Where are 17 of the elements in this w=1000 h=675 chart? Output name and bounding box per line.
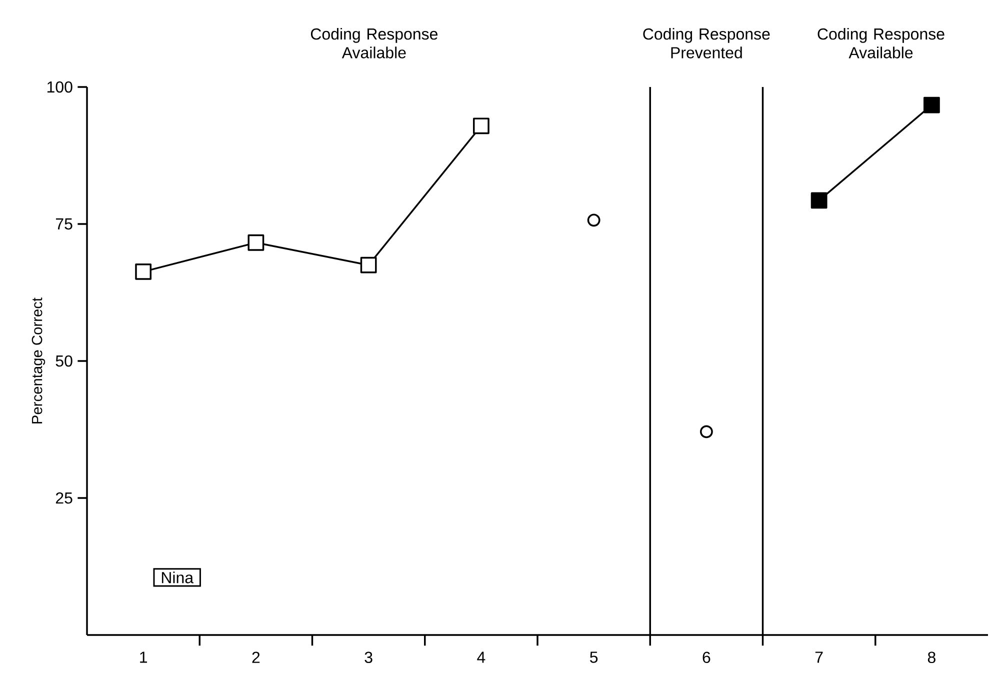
x-tick-label: 1 [140, 652, 147, 663]
x-tick-label: 2 [252, 652, 260, 663]
x-tick-label: 6 [702, 652, 710, 664]
annotation: Nina [162, 572, 194, 584]
x-tick-label: 7 [815, 652, 823, 663]
x-tick-label: 5 [590, 652, 598, 663]
y-tick-label: 75 [56, 218, 72, 230]
y-axis-title: Percentage Correct [32, 298, 46, 424]
y-tick-label: 50 [56, 355, 72, 367]
x-tick-label: 4 [477, 652, 486, 663]
y-tick-label: 25 [56, 492, 72, 504]
text: Coding Response Available [310, 28, 438, 58]
x-tick-label: 8 [928, 652, 936, 664]
x-tick-label: 3 [364, 652, 372, 664]
text: Coding Response Available [818, 28, 944, 58]
text: Coding Response Prevented [643, 28, 770, 58]
y-tick-label: 100 [47, 81, 72, 93]
